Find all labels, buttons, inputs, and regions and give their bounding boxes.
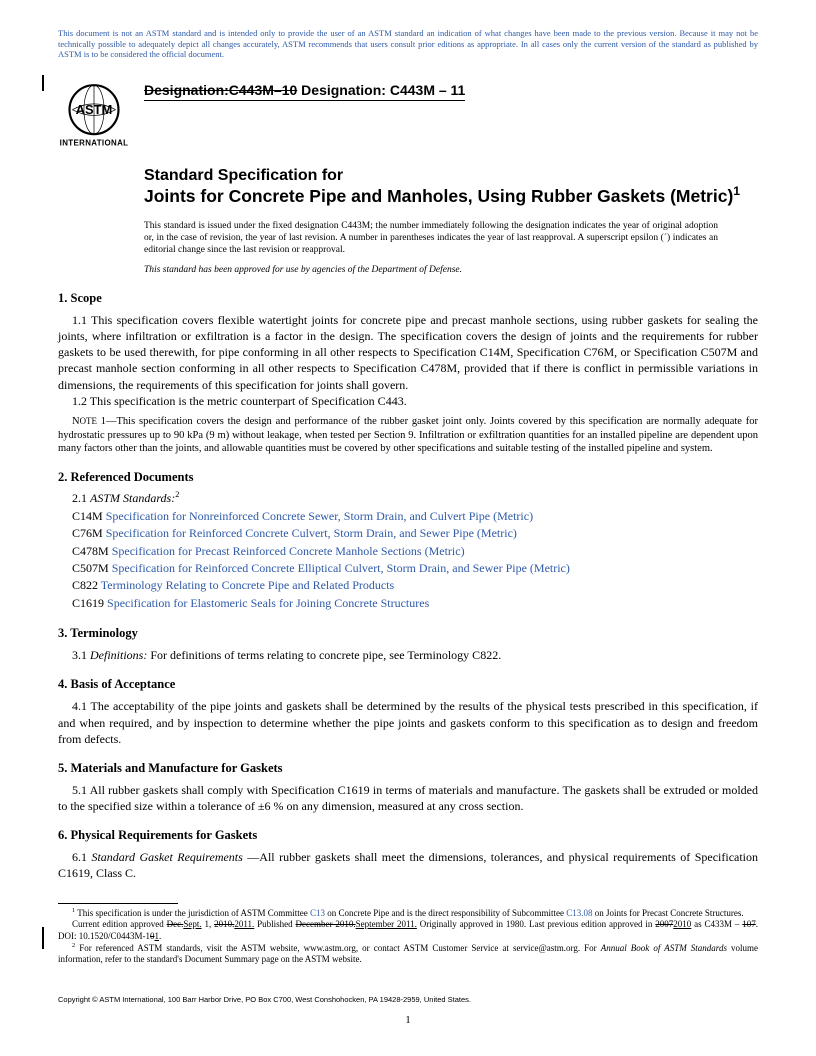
page-number: 1 bbox=[0, 1014, 816, 1026]
footnote-1-line2: Current edition approved Dec.Sept. 1, 20… bbox=[58, 919, 758, 942]
section-6-1: 6.1 Standard Gasket Requirements —All ru… bbox=[58, 849, 758, 881]
footnote-rule bbox=[58, 903, 178, 904]
section-5-head: 5. Materials and Manufacture for Gaskets bbox=[58, 761, 758, 776]
section-1-head: 1. Scope bbox=[58, 291, 758, 306]
change-bar-fn bbox=[42, 927, 44, 949]
note-1: NOTE 1—This specification covers the des… bbox=[58, 415, 758, 456]
reference-link[interactable]: Specification for Precast Reinforced Con… bbox=[112, 544, 465, 558]
copyright-line: Copyright © ASTM International, 100 Barr… bbox=[58, 995, 471, 1004]
new-designation-label: Designation: bbox=[297, 82, 390, 98]
reference-link[interactable]: Specification for Reinforced Concrete Cu… bbox=[106, 526, 517, 540]
reference-link[interactable]: Terminology Relating to Concrete Pipe an… bbox=[101, 578, 394, 592]
title-main: Joints for Concrete Pipe and Manholes, U… bbox=[144, 186, 758, 208]
title-block: Standard Specification for Joints for Co… bbox=[144, 166, 758, 208]
disclaimer-text: This document is not an ASTM standard an… bbox=[58, 28, 758, 60]
section-2-head: 2. Referenced Documents bbox=[58, 470, 758, 485]
old-designation-label: Designation: bbox=[144, 82, 229, 98]
designation-line: Designation:C443M–10 Designation: C443M … bbox=[144, 82, 465, 101]
committee-link[interactable]: C13 bbox=[310, 908, 325, 918]
footnote-2: 2 For referenced ASTM standards, visit t… bbox=[58, 943, 758, 966]
section-2-1: 2.1 ASTM Standards:2 bbox=[72, 491, 758, 506]
reference-item: C1619 Specification for Elastomeric Seal… bbox=[72, 595, 758, 612]
new-designation-code: C443M – 11 bbox=[390, 82, 466, 98]
reference-code: C1619 bbox=[72, 596, 107, 610]
reference-item: C507M Specification for Reinforced Concr… bbox=[72, 560, 758, 577]
footnote-1: 1 This specification is under the jurisd… bbox=[58, 908, 758, 920]
reference-code: C478M bbox=[72, 544, 112, 558]
subcommittee-link[interactable]: C13.08 bbox=[566, 908, 592, 918]
reference-link[interactable]: Specification for Elastomeric Seals for … bbox=[107, 596, 429, 610]
astm-logo: ASTM INTERNATIONAL bbox=[58, 78, 130, 150]
section-4-head: 4. Basis of Acceptance bbox=[58, 677, 758, 692]
reference-code: C822 bbox=[72, 578, 101, 592]
svg-text:ASTM: ASTM bbox=[76, 102, 113, 117]
reference-item: C76M Specification for Reinforced Concre… bbox=[72, 525, 758, 542]
reference-code: C14M bbox=[72, 509, 106, 523]
footnotes: 1 This specification is under the jurisd… bbox=[58, 903, 758, 966]
old-designation-code: C443M–10 bbox=[229, 82, 298, 98]
section-1-1: 1.1 This specification covers flexible w… bbox=[58, 312, 758, 393]
reference-code: C507M bbox=[72, 561, 112, 575]
section-4-1: 4.1 The acceptability of the pipe joints… bbox=[58, 698, 758, 747]
section-1-2: 1.2 This specification is the metric cou… bbox=[58, 393, 758, 409]
change-bar bbox=[42, 75, 44, 91]
header-row: ASTM INTERNATIONAL Designation:C443M–10 … bbox=[58, 78, 758, 150]
designation-block: Designation:C443M–10 Designation: C443M … bbox=[144, 78, 465, 101]
reference-code: C76M bbox=[72, 526, 106, 540]
reference-item: C478M Specification for Precast Reinforc… bbox=[72, 543, 758, 560]
reference-item: C822 Terminology Relating to Concrete Pi… bbox=[72, 577, 758, 594]
svg-text:INTERNATIONAL: INTERNATIONAL bbox=[60, 139, 129, 148]
section-3-1: 3.1 Definitions: For definitions of term… bbox=[58, 647, 758, 663]
section-5-1: 5.1 All rubber gaskets shall comply with… bbox=[58, 782, 758, 814]
reference-link[interactable]: Specification for Nonreinforced Concrete… bbox=[106, 509, 533, 523]
reference-link[interactable]: Specification for Reinforced Concrete El… bbox=[112, 561, 570, 575]
dod-approval-note: This standard has been approved for use … bbox=[144, 265, 758, 275]
section-6-head: 6. Physical Requirements for Gaskets bbox=[58, 828, 758, 843]
section-3-head: 3. Terminology bbox=[58, 626, 758, 641]
issuance-note: This standard is issued under the fixed … bbox=[144, 220, 758, 257]
reference-item: C14M Specification for Nonreinforced Con… bbox=[72, 508, 758, 525]
title-lead: Standard Specification for bbox=[144, 166, 758, 186]
